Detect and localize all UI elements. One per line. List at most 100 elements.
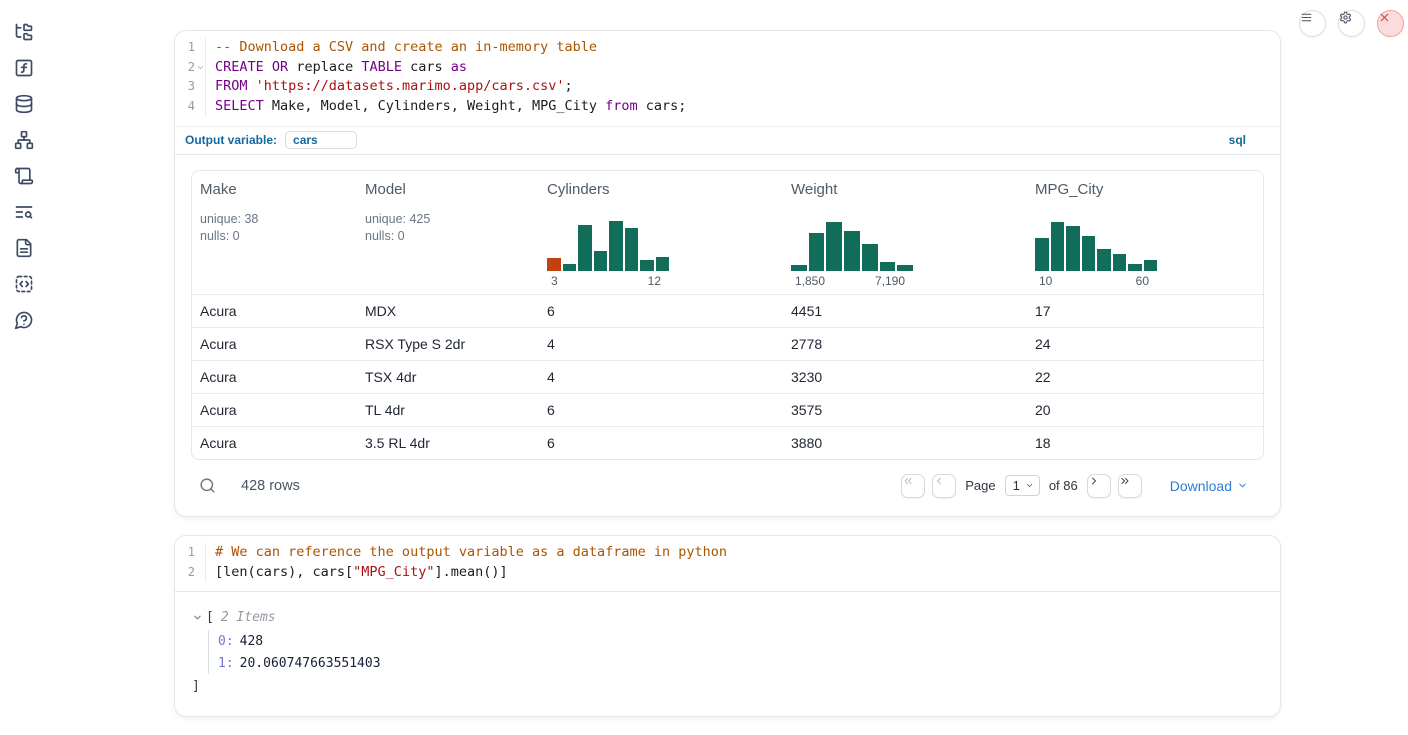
histogram-bar <box>1050 221 1064 271</box>
code-text: -- Download a CSV and create an in-memor… <box>205 38 1280 58</box>
column-header-model[interactable]: Model unique: 425 nulls: 0 <box>357 171 539 294</box>
histogram-bars <box>791 219 914 271</box>
table-cell: 3880 <box>791 434 823 451</box>
column-histogram[interactable]: 1,850 7,190 <box>791 219 914 288</box>
python-code-editor[interactable]: 1 # We can reference the output variable … <box>175 536 1280 591</box>
first-page-button[interactable] <box>901 473 926 498</box>
histogram-min-label: 10 <box>1039 273 1053 288</box>
chevron-down-icon <box>1237 480 1248 491</box>
table-footer: 428 rows Page 1 of 86 Download <box>191 460 1264 516</box>
close-bracket: ] <box>192 678 200 694</box>
column-title: Weight <box>791 180 838 198</box>
histogram-bar <box>640 259 654 271</box>
column-histogram[interactable]: 3 12 <box>547 219 669 288</box>
sidebar-item-scratchpad[interactable] <box>14 166 34 186</box>
table-cell: 18 <box>1035 434 1051 451</box>
search-icon <box>199 477 216 494</box>
chevron-down-icon <box>1025 481 1034 490</box>
column-header-weight[interactable]: Weight 1,850 7,190 <box>783 171 1027 294</box>
table-cell: TSX 4dr <box>365 368 417 385</box>
code-line: 2 [len(cars), cars["MPG_City"].mean()] <box>175 562 1280 583</box>
table-cell: 20 <box>1035 401 1051 418</box>
sql-code-editor[interactable]: 1 -- Download a CSV and create an in-memo… <box>175 31 1280 126</box>
histogram-bar <box>897 264 914 271</box>
chevron-down-icon <box>1237 480 1248 491</box>
histogram-bar <box>1143 259 1157 271</box>
column-stats: unique: 425 nulls: 0 <box>365 211 431 244</box>
table-cell: 17 <box>1035 302 1051 319</box>
page-total-label: of 86 <box>1048 478 1078 494</box>
code-line: 1 -- Download a CSV and create an in-memo… <box>175 38 1280 58</box>
sidebar-item-logs[interactable] <box>14 202 34 222</box>
table-cell: 4 <box>547 368 555 385</box>
table-cell: Acura <box>200 434 237 451</box>
histogram-bar <box>624 227 638 271</box>
page-select[interactable]: 1 <box>1004 475 1040 497</box>
table-cell: TL 4dr <box>365 401 405 418</box>
sidebar-item-dependency-graph[interactable] <box>14 130 34 150</box>
histogram-bar <box>861 243 878 271</box>
column-histogram[interactable]: 10 60 <box>1035 219 1157 288</box>
table-cell: Acura <box>200 335 237 352</box>
tree-entry-value: 20.060747663551403 <box>239 655 381 671</box>
column-title: Model <box>365 180 406 198</box>
sidebar-item-snippets[interactable] <box>14 274 34 294</box>
table-cell: 24 <box>1035 335 1051 352</box>
histogram-bar <box>562 263 576 271</box>
function-icon <box>14 58 34 78</box>
file-tree-icon <box>14 22 34 42</box>
sidebar-item-help[interactable] <box>14 310 34 330</box>
sidebar-item-variables[interactable] <box>14 58 34 78</box>
sidebar <box>0 0 48 729</box>
dependency-graph-icon <box>14 130 34 150</box>
code-text: CREATE OR replace TABLE cars as <box>205 57 1280 78</box>
next-page-button[interactable] <box>1086 473 1111 498</box>
code-line: 4 SELECT Make, Model, Cylinders, Weight, … <box>175 97 1280 117</box>
histogram-bar <box>826 221 843 271</box>
fold-chevron-icon[interactable] <box>195 58 205 78</box>
close-bracket-row: ] <box>192 676 1264 696</box>
column-header-cylinders[interactable]: Cylinders 3 12 <box>539 171 783 294</box>
line-number: 1 <box>187 544 195 559</box>
gear-icon <box>1339 11 1364 36</box>
table-output: Make unique: 38 nulls: 0 Model unique: 425 nu… <box>175 155 1280 516</box>
notebook-menu-button[interactable] <box>1299 10 1326 37</box>
histogram-bar <box>609 220 623 271</box>
sidebar-item-documentation[interactable] <box>14 238 34 258</box>
tree-entry-key: 0: <box>218 633 234 649</box>
chevron-right-icon <box>1088 475 1110 497</box>
search-icon[interactable] <box>199 477 216 494</box>
output-variable-input[interactable] <box>285 131 358 150</box>
table-row[interactable]: Acura MDX 6 4451 17 <box>192 293 1263 327</box>
table-cell: 3.5 RL 4dr <box>365 434 430 451</box>
column-header-make[interactable]: Make unique: 38 nulls: 0 <box>192 171 357 294</box>
table-row[interactable]: Acura 3.5 RL 4dr 6 3880 18 <box>192 425 1263 459</box>
histogram-bar <box>1097 248 1111 271</box>
pagination: Page 1 of 86 <box>901 473 1142 498</box>
topbar-actions <box>1299 10 1404 37</box>
column-stats: unique: 38 nulls: 0 <box>200 211 259 244</box>
python-output: [ 2 Items 0: 428 1: 20.060747663551403 ] <box>175 591 1280 716</box>
histogram-bar <box>1128 263 1142 271</box>
collapse-chevron-icon[interactable] <box>192 612 203 623</box>
table-row[interactable]: Acura RSX Type S 2dr 4 2778 24 <box>192 326 1263 360</box>
settings-button[interactable] <box>1338 10 1365 37</box>
prev-page-button[interactable] <box>932 473 957 498</box>
database-icon <box>14 94 34 114</box>
line-number: 1 <box>187 40 195 54</box>
shutdown-button[interactable] <box>1377 10 1404 37</box>
table-row[interactable]: Acura TL 4dr 6 3575 20 <box>192 392 1263 426</box>
sidebar-item-datasources[interactable] <box>14 94 34 114</box>
column-title: Cylinders <box>547 180 610 198</box>
sidebar-item-file-explorer[interactable] <box>14 22 34 42</box>
chevron-down-icon <box>192 612 203 623</box>
download-button[interactable]: Download <box>1170 478 1248 494</box>
last-page-button[interactable] <box>1117 473 1142 498</box>
python-cell: 1 # We can reference the output variable … <box>174 534 1281 718</box>
histogram-bar <box>1112 253 1126 271</box>
table-row[interactable]: Acura TSX 4dr 4 3230 22 <box>192 359 1263 393</box>
code-text: SELECT Make, Model, Cylinders, Weight, M… <box>205 97 1280 117</box>
column-header-mpg_city[interactable]: MPG_City 10 60 <box>1027 171 1263 294</box>
language-badge: sql <box>1228 133 1246 148</box>
tree-entry: 1: 20.060747663551403 <box>218 652 1264 674</box>
